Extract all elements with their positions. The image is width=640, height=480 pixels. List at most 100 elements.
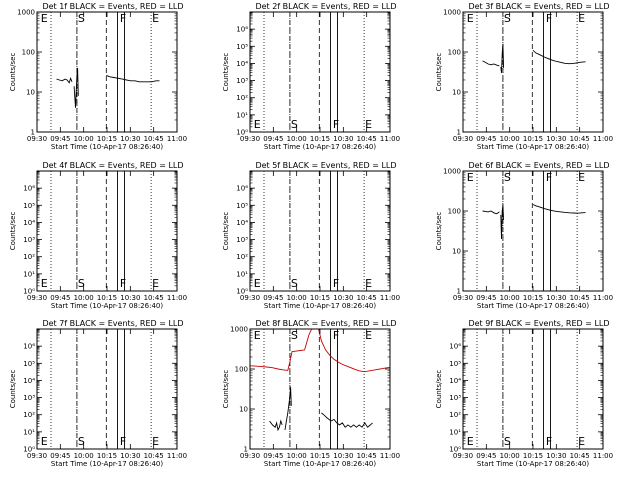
plot-frame bbox=[36, 328, 178, 450]
x-axis-label: Start Time (10-Apr-17 08:26:40) bbox=[51, 302, 163, 310]
x-tick-label: 11:00 bbox=[593, 452, 613, 460]
phase-marker-s: S bbox=[78, 12, 85, 25]
y-tick-label: 10⁴ bbox=[23, 219, 35, 227]
y-tick-label: 100 bbox=[448, 208, 461, 216]
x-tick-label: 10:00 bbox=[74, 294, 94, 302]
x-tick-label: 10:00 bbox=[287, 294, 307, 302]
phase-marker-f: F bbox=[333, 277, 339, 290]
x-tick-label: 09:30 bbox=[27, 294, 47, 302]
y-tick-label: 1000 bbox=[443, 168, 461, 176]
events-series-line bbox=[56, 76, 73, 84]
x-tick-label: 10:15 bbox=[97, 135, 117, 143]
events-series-line bbox=[321, 412, 373, 428]
detector-panel-4: Det 4f BLACK = Events, RED = LLD E S F E 10⁰ 1… bbox=[9, 161, 187, 310]
y-tick-label: 10¹ bbox=[23, 428, 35, 436]
phase-marker-s: S bbox=[78, 435, 85, 448]
x-tick-label: 11:00 bbox=[593, 135, 613, 143]
x-axis-label: Start Time (10-Apr-17 08:26:40) bbox=[264, 460, 376, 468]
y-tick-label: 10² bbox=[236, 94, 248, 102]
x-tick-label: 10:15 bbox=[97, 294, 117, 302]
panel-title: Det 4f BLACK = Events, RED = LLD bbox=[42, 161, 183, 170]
phase-marker-e: E bbox=[578, 12, 585, 25]
lld-series-line bbox=[250, 329, 313, 371]
y-axis-label: Counts/sec bbox=[222, 212, 230, 251]
y-tick-label: 10⁶ bbox=[23, 343, 35, 351]
y-tick-label: 10⁴ bbox=[236, 219, 248, 227]
plot-frame bbox=[249, 328, 391, 450]
y-tick-label: 10⁰ bbox=[236, 129, 248, 137]
y-axis-label: Counts/sec bbox=[222, 53, 230, 92]
events-series-line bbox=[500, 205, 505, 240]
y-tick-label: 10⁴ bbox=[449, 377, 461, 385]
events-series-line bbox=[73, 67, 79, 108]
x-tick-label: 09:45 bbox=[50, 452, 70, 460]
x-tick-label: 10:00 bbox=[500, 135, 520, 143]
x-tick-label: 10:45 bbox=[357, 452, 377, 460]
phase-marker-e: E bbox=[152, 435, 159, 448]
x-axis-label: Start Time (10-Apr-17 08:26:40) bbox=[51, 460, 163, 468]
y-tick-label: 10¹ bbox=[449, 428, 461, 436]
events-series-line bbox=[500, 43, 505, 73]
y-tick-label: 1000 bbox=[443, 9, 461, 17]
phase-marker-f: F bbox=[120, 277, 126, 290]
x-tick-label: 10:15 bbox=[310, 294, 330, 302]
panel-title: Det 2f BLACK = Events, RED = LLD bbox=[255, 2, 396, 11]
y-tick-label: 100 bbox=[22, 49, 35, 57]
x-tick-label: 10:00 bbox=[500, 452, 520, 460]
phase-marker-e: E bbox=[41, 435, 48, 448]
y-tick-label: 1 bbox=[457, 288, 461, 296]
y-tick-label: 10⁵ bbox=[449, 360, 461, 368]
lld-series-line bbox=[318, 329, 390, 373]
panel-title: Det 3f BLACK = Events, RED = LLD bbox=[468, 2, 609, 11]
y-tick-label: 10 bbox=[26, 89, 35, 97]
x-axis-label: Start Time (10-Apr-17 08:26:40) bbox=[51, 143, 163, 151]
x-tick-label: 10:45 bbox=[144, 452, 164, 460]
x-tick-label: 09:45 bbox=[50, 294, 70, 302]
x-tick-label: 10:30 bbox=[333, 294, 353, 302]
x-tick-label: 10:45 bbox=[357, 135, 377, 143]
y-tick-label: 10² bbox=[236, 253, 248, 261]
x-tick-label: 10:15 bbox=[523, 294, 543, 302]
y-tick-label: 10² bbox=[23, 411, 35, 419]
y-tick-label: 10³ bbox=[236, 236, 248, 244]
x-tick-label: 09:30 bbox=[240, 452, 260, 460]
x-tick-label: 09:30 bbox=[27, 135, 47, 143]
y-tick-label: 10⁰ bbox=[449, 446, 461, 454]
y-tick-label: 10⁶ bbox=[449, 343, 461, 351]
x-tick-label: 10:45 bbox=[357, 294, 377, 302]
x-tick-label: 09:45 bbox=[263, 294, 283, 302]
phase-marker-f: F bbox=[333, 329, 339, 342]
plot-frame bbox=[249, 11, 391, 133]
y-axis-label: Counts/sec bbox=[435, 370, 443, 409]
y-tick-label: 10⁰ bbox=[23, 288, 35, 296]
x-tick-label: 10:15 bbox=[310, 452, 330, 460]
x-tick-label: 09:45 bbox=[476, 294, 496, 302]
x-axis-label: Start Time (10-Apr-17 08:26:40) bbox=[264, 302, 376, 310]
x-tick-label: 11:00 bbox=[167, 452, 187, 460]
phase-marker-e: E bbox=[152, 277, 159, 290]
y-tick-label: 10² bbox=[23, 253, 35, 261]
phase-marker-f: F bbox=[546, 435, 552, 448]
phase-marker-e: E bbox=[578, 435, 585, 448]
events-series-line bbox=[482, 60, 500, 67]
x-axis-label: Start Time (10-Apr-17 08:26:40) bbox=[477, 302, 589, 310]
x-tick-label: 11:00 bbox=[593, 294, 613, 302]
y-tick-label: 10 bbox=[239, 406, 248, 414]
phase-marker-e: E bbox=[467, 435, 474, 448]
x-tick-label: 10:15 bbox=[523, 135, 543, 143]
x-tick-label: 10:30 bbox=[546, 452, 566, 460]
y-tick-label: 1 bbox=[31, 129, 35, 137]
panel-title: Det 1f BLACK = Events, RED = LLD bbox=[42, 2, 183, 11]
y-tick-label: 10 bbox=[452, 89, 461, 97]
x-tick-label: 09:45 bbox=[50, 135, 70, 143]
x-tick-label: 09:30 bbox=[27, 452, 47, 460]
events-series-line bbox=[482, 210, 500, 215]
x-tick-label: 11:00 bbox=[167, 294, 187, 302]
phase-marker-s: S bbox=[291, 277, 298, 290]
phase-marker-s: S bbox=[291, 329, 298, 342]
y-tick-label: 10⁰ bbox=[23, 446, 35, 454]
y-tick-label: 10⁵ bbox=[236, 202, 248, 210]
y-tick-label: 10⁶ bbox=[23, 185, 35, 193]
